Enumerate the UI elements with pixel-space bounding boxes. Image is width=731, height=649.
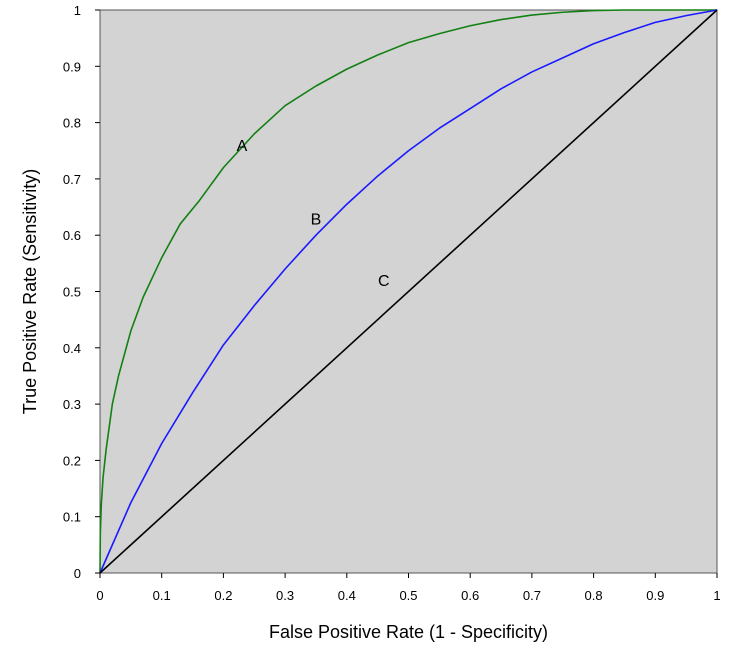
x-tick-label: 0.9: [646, 588, 664, 603]
x-tick-label: 0.5: [399, 588, 417, 603]
x-tick-label: 0.6: [461, 588, 479, 603]
curve-label-a: A: [237, 138, 248, 155]
y-tick-label: 0.1: [63, 510, 81, 525]
curve-label-c: C: [378, 273, 390, 290]
x-tick-label: 0: [96, 588, 103, 603]
y-tick-label: 0.7: [63, 172, 81, 187]
curve-annotations: A B C: [237, 138, 390, 290]
roc-curves: [99, 9, 718, 574]
x-axis-ticks: 0 0.1 0.2 0.3 0.4 0.5 0.6 0.7 0.8 0.9 1: [96, 573, 721, 603]
x-axis-title: False Positive Rate (1 - Specificity): [269, 622, 548, 642]
x-tick-label: 0.2: [214, 588, 232, 603]
y-tick-label: 0.4: [63, 341, 81, 356]
y-tick-label: 0.5: [63, 285, 81, 300]
curve-b: [99, 9, 718, 574]
y-tick-label: 0.8: [63, 116, 81, 131]
y-tick-label: 0.2: [63, 453, 81, 468]
curve-a: [99, 9, 717, 574]
y-tick-label: 0.6: [63, 228, 81, 243]
x-tick-label: 0.7: [523, 588, 541, 603]
y-axis-title: True Positive Rate (Sensitivity): [20, 169, 40, 414]
x-tick-label: 0.1: [153, 588, 171, 603]
y-tick-label: 0.9: [63, 59, 81, 74]
x-tick-label: 0.3: [276, 588, 294, 603]
y-tick-label: 0: [74, 566, 81, 581]
x-tick-label: 0.8: [585, 588, 603, 603]
y-tick-label: 0.3: [63, 397, 81, 412]
x-tick-label: 0.4: [338, 588, 356, 603]
y-tick-label: 1: [74, 3, 81, 18]
y-axis-ticks: 0 0.1 0.2 0.3 0.4 0.5 0.6 0.7 0.8 0.9 1: [63, 3, 100, 581]
curve-c: [99, 9, 718, 574]
x-tick-label: 1: [713, 588, 720, 603]
curve-label-b: B: [311, 211, 322, 228]
